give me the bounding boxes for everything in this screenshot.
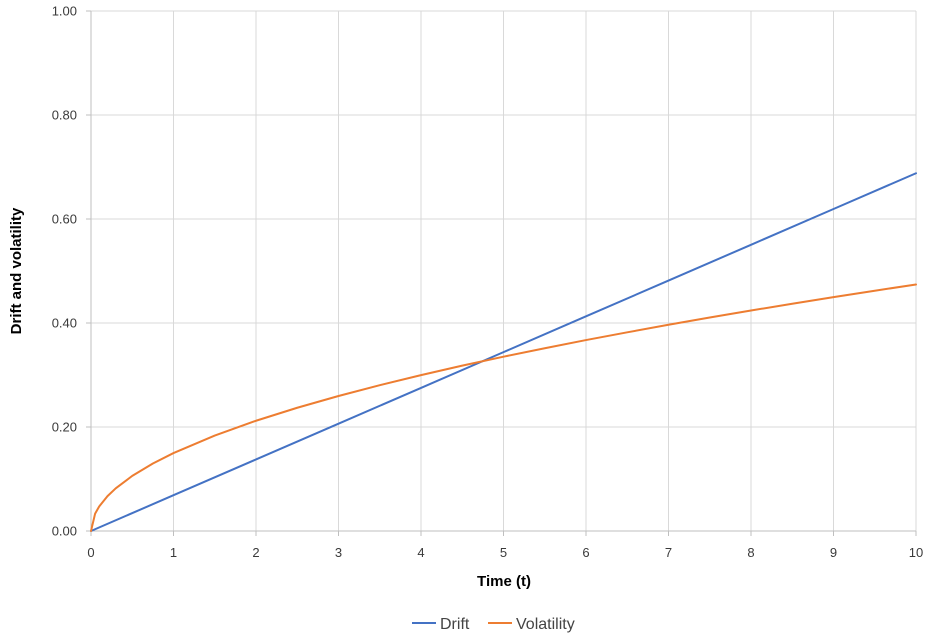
- x-axis-title: Time (t): [477, 573, 531, 590]
- tick-labels: 0.00 0.20 0.40 0.60 0.80 1.00 0 1 2 3 4 5 6 7 8 9 10: [52, 4, 924, 561]
- legend: Drift Volatility: [412, 616, 575, 633]
- x-tick-label: 8: [747, 545, 754, 560]
- y-tick-label: 0.40: [52, 316, 77, 331]
- x-tick-label: 7: [665, 545, 672, 560]
- y-tick-label: 0.20: [52, 420, 77, 435]
- y-axis-title: Drift and volatility: [8, 207, 25, 334]
- x-tick-label: 5: [500, 545, 507, 560]
- x-tick-label: 4: [417, 545, 424, 560]
- y-tick-label: 1.00: [52, 4, 77, 19]
- x-tick-label: 0: [87, 545, 94, 560]
- series-lines: [90, 172, 917, 532]
- series-line-volatility: [90, 283, 917, 532]
- axes: [86, 10, 917, 536]
- x-tick-label: 2: [252, 545, 259, 560]
- y-tick-label: 0.80: [52, 108, 77, 123]
- legend-label-volatility: Volatility: [516, 616, 575, 633]
- x-tick-label: 9: [830, 545, 837, 560]
- series-line-drift: [90, 172, 917, 532]
- y-tick-label: 0.60: [52, 212, 77, 227]
- gridlines: [91, 10, 917, 531]
- x-tick-label: 1: [170, 545, 177, 560]
- legend-label-drift: Drift: [440, 616, 470, 633]
- x-tick-label: 6: [582, 545, 589, 560]
- x-tick-label: 10: [909, 545, 923, 560]
- x-tick-label: 3: [335, 545, 342, 560]
- y-tick-label: 0.00: [52, 524, 77, 539]
